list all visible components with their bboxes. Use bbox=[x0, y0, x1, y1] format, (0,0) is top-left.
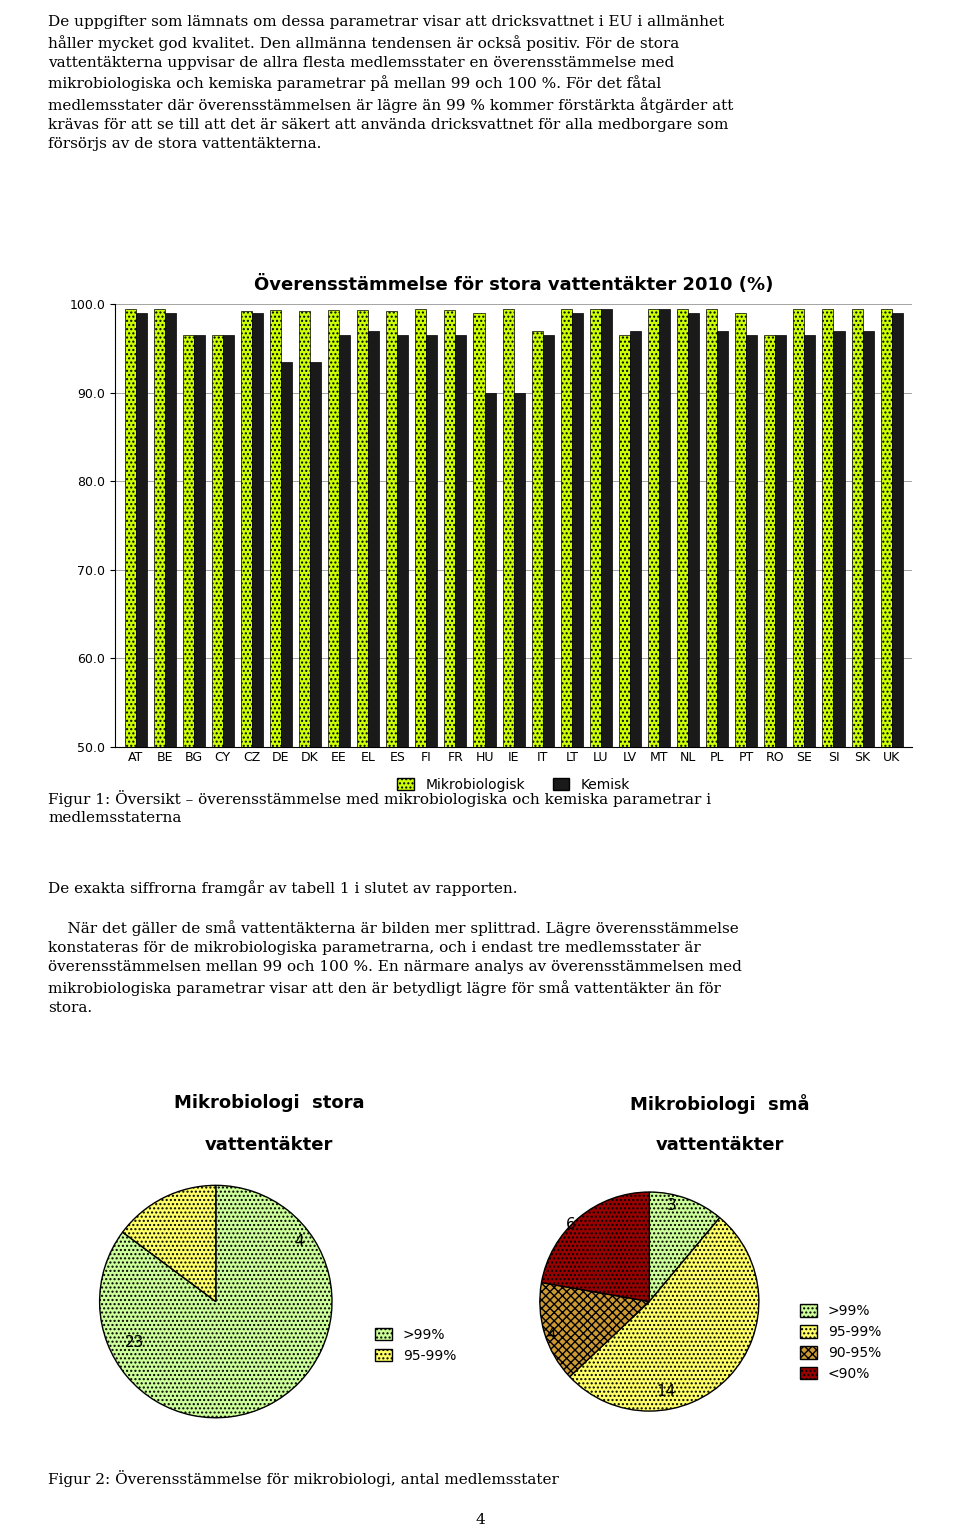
Bar bbox=[386, 312, 397, 1189]
Bar bbox=[688, 313, 699, 1189]
Bar bbox=[746, 335, 757, 1189]
Text: 3: 3 bbox=[666, 1198, 676, 1213]
Bar bbox=[514, 393, 525, 1189]
Bar bbox=[125, 309, 135, 1189]
Text: 14: 14 bbox=[656, 1384, 676, 1399]
Bar bbox=[630, 330, 641, 1189]
Bar bbox=[561, 309, 572, 1189]
Bar bbox=[532, 330, 542, 1189]
Bar bbox=[328, 310, 339, 1189]
Bar bbox=[764, 335, 776, 1189]
Bar bbox=[426, 335, 438, 1189]
Text: 4: 4 bbox=[295, 1233, 304, 1249]
Bar bbox=[892, 313, 902, 1189]
Bar bbox=[707, 309, 717, 1189]
Text: vattentäkter: vattentäkter bbox=[656, 1135, 784, 1154]
Bar bbox=[485, 393, 495, 1189]
Bar bbox=[241, 312, 252, 1189]
Legend: >99%, 95-99%: >99%, 95-99% bbox=[368, 1321, 463, 1370]
Bar bbox=[804, 335, 815, 1189]
Bar bbox=[154, 309, 164, 1189]
Bar bbox=[793, 309, 804, 1189]
Text: vattentäkter: vattentäkter bbox=[204, 1135, 333, 1154]
Bar bbox=[677, 309, 688, 1189]
Bar bbox=[223, 335, 234, 1189]
Bar bbox=[339, 335, 350, 1189]
Bar bbox=[648, 309, 659, 1189]
Wedge shape bbox=[123, 1186, 216, 1301]
Wedge shape bbox=[541, 1192, 649, 1301]
Bar bbox=[659, 309, 670, 1189]
Wedge shape bbox=[100, 1186, 332, 1418]
Text: Figur 1: Översikt – överensstämmelse med mikrobiologiska och kemiska parametrar : Figur 1: Översikt – överensstämmelse med… bbox=[48, 790, 711, 825]
Text: De exakta siffrorna framgår av tabell 1 i slutet av rapporten.

    När det gäll: De exakta siffrorna framgår av tabell 1 … bbox=[48, 880, 742, 1015]
Bar bbox=[502, 309, 514, 1189]
Bar bbox=[852, 309, 863, 1189]
Text: De uppgifter som lämnats om dessa parametrar visar att dricksvattnet i EU i allm: De uppgifter som lämnats om dessa parame… bbox=[48, 15, 733, 151]
Text: Mikrobiologi  små: Mikrobiologi små bbox=[631, 1094, 809, 1114]
Wedge shape bbox=[569, 1218, 758, 1412]
Text: 4: 4 bbox=[546, 1327, 556, 1342]
Bar bbox=[270, 310, 281, 1189]
Text: Figur 2: Överensstämmelse för mikrobiologi, antal medlemsstater: Figur 2: Överensstämmelse för mikrobiolo… bbox=[48, 1470, 559, 1487]
Bar bbox=[212, 335, 223, 1189]
Bar bbox=[589, 309, 601, 1189]
Title: Överensstämmelse för stora vattentäkter 2010 (%): Överensstämmelse för stora vattentäkter … bbox=[253, 275, 774, 295]
Text: 4: 4 bbox=[475, 1513, 485, 1527]
Bar bbox=[164, 313, 176, 1189]
Bar bbox=[717, 330, 729, 1189]
Bar bbox=[357, 310, 369, 1189]
Legend: >99%, 95-99%, 90-95%, <90%: >99%, 95-99%, 90-95%, <90% bbox=[793, 1298, 888, 1389]
Bar bbox=[473, 313, 485, 1189]
Bar bbox=[299, 312, 310, 1189]
Bar bbox=[444, 310, 455, 1189]
Bar bbox=[397, 335, 408, 1189]
Bar bbox=[182, 335, 194, 1189]
Bar bbox=[135, 313, 147, 1189]
Bar bbox=[416, 309, 426, 1189]
Bar bbox=[369, 330, 379, 1189]
Legend: Mikrobiologisk, Kemisk: Mikrobiologisk, Kemisk bbox=[392, 773, 636, 797]
Bar bbox=[833, 330, 845, 1189]
Bar bbox=[572, 313, 583, 1189]
Bar bbox=[281, 361, 292, 1189]
Wedge shape bbox=[540, 1283, 649, 1376]
Bar bbox=[455, 335, 467, 1189]
Bar bbox=[735, 313, 746, 1189]
Bar bbox=[542, 335, 554, 1189]
Bar bbox=[601, 309, 612, 1189]
Bar bbox=[880, 309, 892, 1189]
Bar bbox=[863, 330, 874, 1189]
Bar bbox=[823, 309, 833, 1189]
Text: Mikrobiologi  stora: Mikrobiologi stora bbox=[174, 1094, 364, 1112]
Text: 23: 23 bbox=[125, 1335, 144, 1350]
Wedge shape bbox=[649, 1192, 720, 1301]
Text: 6: 6 bbox=[565, 1218, 575, 1232]
Bar bbox=[310, 361, 321, 1189]
Bar bbox=[776, 335, 786, 1189]
Bar bbox=[252, 313, 263, 1189]
Bar bbox=[619, 335, 630, 1189]
Bar bbox=[194, 335, 204, 1189]
